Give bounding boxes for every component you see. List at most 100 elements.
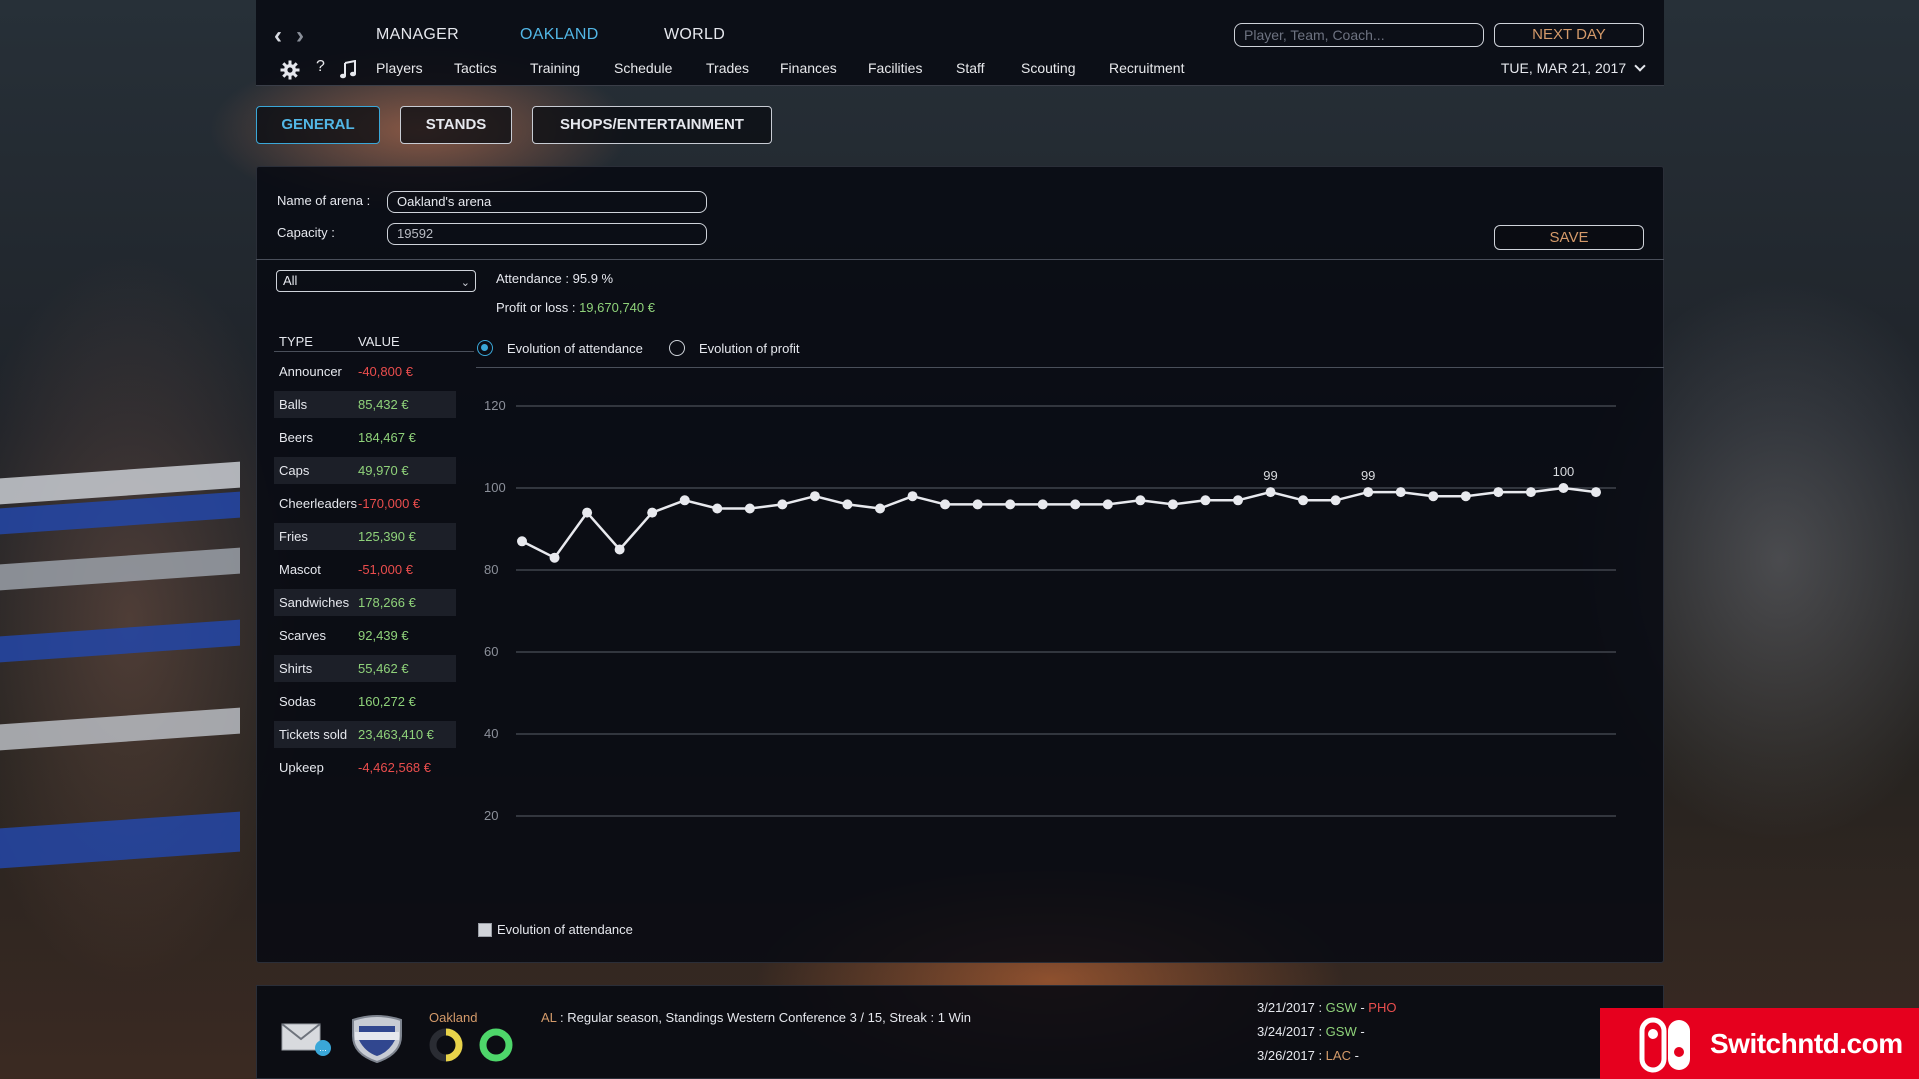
upcoming-game[interactable]: 3/26/2017 : LAC - [1257,1048,1359,1063]
data-point[interactable] [1493,487,1504,498]
tab-stands[interactable]: STANDS [400,106,512,144]
subnav-scouting[interactable]: Scouting [1021,60,1076,76]
forward-arrow-icon[interactable]: › [296,22,304,49]
date-selector[interactable]: TUE, MAR 21, 2017 [1501,60,1646,76]
chevron-down-icon [1634,60,1646,72]
team-name[interactable]: Oakland [429,1010,478,1025]
row-type: Sodas [279,694,316,709]
tab-general[interactable]: GENERAL [256,106,380,144]
mail-icon[interactable]: ... [281,1022,333,1058]
subnav-players[interactable]: Players [376,60,423,76]
row-type: Scarves [279,628,326,643]
column-header-type: TYPE [279,334,313,349]
row-value: 85,432 € [358,397,409,412]
data-point[interactable] [972,499,983,510]
data-point[interactable] [1525,487,1536,498]
data-point[interactable] [647,507,658,518]
subnav-tactics[interactable]: Tactics [454,60,497,76]
y-tick-label: 40 [484,726,498,741]
data-point[interactable] [582,507,593,518]
subnav-training[interactable]: Training [530,60,581,76]
status-bar: ... Oakland AL : Regular season, Standin… [256,985,1664,1079]
attendance-value: 95.9 % [572,271,614,286]
data-point[interactable] [1395,487,1406,498]
game-separator: - [1350,1048,1359,1063]
table-row: Fries 125,390 € [274,523,456,550]
back-arrow-icon[interactable]: ‹ [274,22,282,49]
row-value: -51,000 € [358,562,413,577]
nav-manager[interactable]: MANAGER [376,26,459,43]
upcoming-game[interactable]: 3/24/2017 : GSW - [1257,1024,1365,1039]
profit-label: Profit or loss : 19,670,740 € [496,300,655,315]
help-icon[interactable]: ? [316,58,325,75]
subnav-recruitment[interactable]: Recruitment [1109,60,1185,76]
league-status: AL : Regular season, Standings Western C… [541,1010,971,1025]
nav-oakland[interactable]: OAKLAND [520,26,599,43]
save-button[interactable]: SAVE [1494,225,1644,250]
bg-stripe [0,707,240,751]
data-point[interactable] [1298,495,1309,506]
data-point[interactable] [1070,499,1081,510]
data-point[interactable] [1005,499,1016,510]
subnav-finances[interactable]: Finances [780,60,837,76]
data-point[interactable] [1233,495,1243,506]
data-point[interactable] [1200,495,1211,506]
next-day-button[interactable]: NEXT DAY [1494,23,1644,47]
data-point[interactable] [875,503,885,514]
data-point[interactable] [1591,487,1601,498]
search-input[interactable] [1234,23,1484,47]
data-point[interactable] [1037,499,1048,510]
table-row: Balls 85,432 € [274,391,456,418]
arena-name-field[interactable]: Oakland's arena [387,191,707,213]
game-date: 3/21/2017 : [1257,1000,1326,1015]
data-point[interactable] [1135,495,1146,506]
data-point[interactable] [549,552,560,563]
profit-value: 19,670,740 € [579,300,655,315]
data-point[interactable] [809,491,820,502]
bg-stripe [0,619,240,663]
subnav-facilities[interactable]: Facilities [868,60,923,76]
nav-world[interactable]: WORLD [664,26,726,43]
data-point[interactable] [1460,491,1471,502]
data-point[interactable] [1102,499,1113,510]
filter-value: All [283,273,298,288]
y-tick-label: 20 [484,808,498,823]
game-home-team: LAC [1325,1048,1351,1063]
data-point[interactable] [517,536,527,547]
data-point[interactable] [1363,487,1374,498]
data-point[interactable] [842,499,853,510]
data-point[interactable] [907,491,918,502]
data-point[interactable] [614,544,625,555]
data-point[interactable] [1428,491,1439,502]
data-point[interactable] [1167,499,1178,510]
row-value: 92,439 € [358,628,409,643]
game-home-team: GSW [1325,1024,1357,1039]
data-point[interactable] [940,499,951,510]
data-point[interactable] [712,503,723,514]
y-tick-label: 120 [484,398,506,413]
data-point[interactable] [1330,495,1341,506]
team-logo[interactable] [349,1014,405,1064]
switchntd-watermark: Switchntd.com [1600,1008,1919,1079]
subnav-trades[interactable]: Trades [706,60,750,76]
filter-select[interactable]: All ⌄ [276,270,476,292]
data-point[interactable] [679,495,690,506]
music-note-icon[interactable] [339,60,357,80]
chevron-down-icon: ⌄ [460,277,470,289]
row-value: 23,463,410 € [358,727,434,742]
gear-icon[interactable] [280,60,300,80]
subnav-staff[interactable]: Staff [956,60,985,76]
data-point[interactable] [777,499,788,510]
radio-profit[interactable] [669,340,685,356]
data-point[interactable] [1265,487,1276,498]
data-point[interactable] [744,503,755,514]
row-value: -4,462,568 € [358,760,432,775]
tab-shops-entertainment[interactable]: SHOPS/ENTERTAINMENT [532,106,772,144]
data-point[interactable] [1558,483,1569,493]
game-date: 3/26/2017 : [1257,1048,1326,1063]
capacity-field[interactable]: 19592 [387,223,707,245]
upcoming-game[interactable]: 3/21/2017 : GSW - PHO [1257,1000,1396,1015]
arena-name-label: Name of arena : [277,193,371,208]
subnav-schedule[interactable]: Schedule [614,60,673,76]
radio-attendance[interactable] [477,340,493,356]
